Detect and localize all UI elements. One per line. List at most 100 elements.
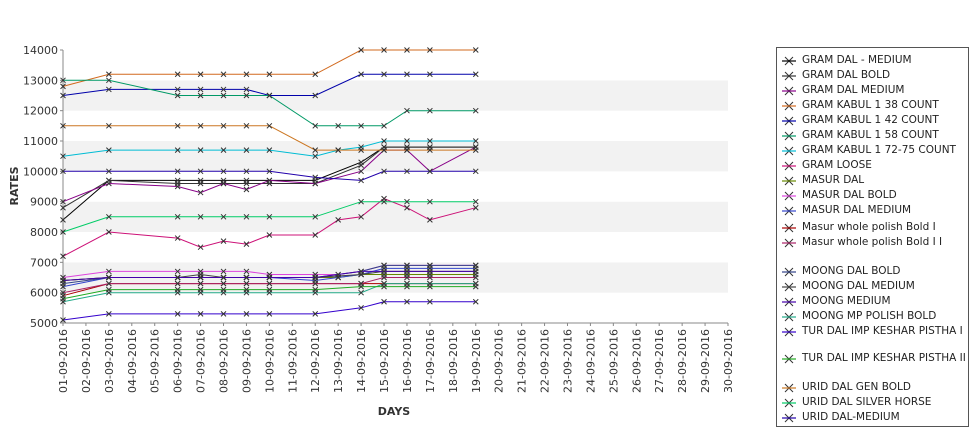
data-point (472, 298, 479, 305)
data-point (243, 147, 250, 153)
legend-label: MOONG DAL MEDIUM (802, 280, 915, 292)
data-point (243, 286, 250, 293)
data-point (174, 213, 181, 220)
data-point (243, 168, 250, 175)
data-point (358, 162, 364, 169)
x-tick-label: 22-09-2016 (539, 329, 552, 393)
data-point (312, 174, 319, 181)
series-line (62, 140, 476, 157)
grid-bands (63, 50, 728, 323)
data-point (174, 280, 181, 287)
data-point (243, 274, 250, 281)
data-point (60, 198, 66, 205)
data-point (243, 213, 250, 220)
data-point (174, 86, 181, 93)
x-tick-label: 21-09-2016 (516, 329, 529, 393)
legend-label: MASUR DAL BOLD (802, 189, 897, 201)
data-point (106, 213, 112, 220)
data-point (404, 107, 410, 114)
legend-label: TUR DAL IMP KESHAR PISTHA I (802, 325, 963, 337)
data-point (266, 232, 273, 238)
data-point (404, 204, 410, 211)
data-point (60, 92, 66, 99)
data-point (266, 92, 273, 99)
x-tick-label: 07-09-2016 (195, 329, 208, 393)
data-point (243, 92, 250, 99)
data-point (266, 274, 273, 281)
legend-marker-icon (782, 146, 796, 156)
data-point (266, 311, 273, 317)
legend-label: URID DAL SILVER HORSE (802, 396, 932, 408)
x-tick-label: 18-09-2016 (447, 329, 460, 393)
data-point (358, 213, 364, 220)
data-point (404, 298, 410, 305)
data-point (243, 186, 250, 193)
data-point (472, 198, 479, 205)
data-point (404, 71, 410, 78)
data-point (358, 147, 364, 153)
data-point (472, 283, 479, 290)
x-tick-label: 28-09-2016 (676, 329, 689, 393)
x-tick-label: 20-09-2016 (493, 329, 506, 393)
legend-marker-icon (782, 297, 796, 307)
x-tick-label: 14-09-2016 (355, 329, 368, 393)
data-point (381, 298, 387, 305)
data-point (197, 280, 204, 287)
data-point (381, 138, 387, 144)
data-point (312, 274, 319, 281)
data-point (60, 217, 66, 223)
data-point (312, 180, 319, 187)
data-point (60, 204, 66, 211)
data-point (472, 168, 479, 175)
data-point (174, 311, 181, 317)
legend-marker-icon (782, 161, 796, 171)
data-point (358, 289, 364, 296)
y-axis-title: RATES (8, 166, 21, 205)
legend-label: URID DAL-MEDIUM (802, 411, 900, 423)
legend: GRAM DAL - MEDIUM GRAM DAL BOLD GRAM DAL M… (776, 47, 969, 427)
data-point (106, 122, 112, 129)
data-point (266, 213, 273, 220)
data-point (266, 168, 273, 175)
data-point (60, 153, 66, 160)
data-point (106, 268, 112, 275)
data-point (427, 138, 433, 144)
data-point (312, 122, 319, 129)
data-point (60, 253, 66, 260)
x-tick-label: 29-09-2016 (699, 329, 712, 393)
x-tick-label: 26-09-2016 (630, 329, 643, 393)
legend-marker-icon (782, 191, 796, 201)
data-point (404, 262, 410, 269)
data-point (174, 235, 181, 241)
grid-band (63, 141, 728, 172)
data-point (174, 92, 181, 99)
legend-label: GRAM KABUL 1 58 COUNT (802, 129, 939, 141)
x-tick-label: 13-09-2016 (332, 329, 345, 393)
x-tick-label: 15-09-2016 (378, 329, 391, 393)
data-point (266, 280, 273, 287)
data-point (60, 317, 66, 323)
data-point (427, 268, 433, 275)
data-point (220, 180, 227, 187)
data-point (472, 262, 479, 269)
data-point (381, 71, 387, 78)
data-point (60, 122, 66, 129)
legend-marker-icon (782, 238, 796, 248)
data-point (312, 213, 319, 220)
data-point (358, 177, 364, 184)
data-point (381, 122, 387, 129)
y-tick-label: 8000 (30, 226, 58, 239)
data-point (358, 268, 364, 275)
x-tick-label: 10-09-2016 (263, 329, 276, 393)
series-line (62, 198, 476, 257)
x-tick-label: 11-09-2016 (286, 329, 299, 393)
data-point (174, 286, 181, 293)
data-point (197, 147, 204, 153)
data-point (197, 122, 204, 129)
data-point (404, 274, 410, 281)
data-point (197, 86, 204, 93)
legend-label: GRAM KABUL 1 72-75 COUNT (802, 144, 956, 156)
data-point (381, 262, 387, 269)
x-tick-label: 08-09-2016 (218, 329, 231, 393)
legend-marker-icon (782, 116, 796, 126)
